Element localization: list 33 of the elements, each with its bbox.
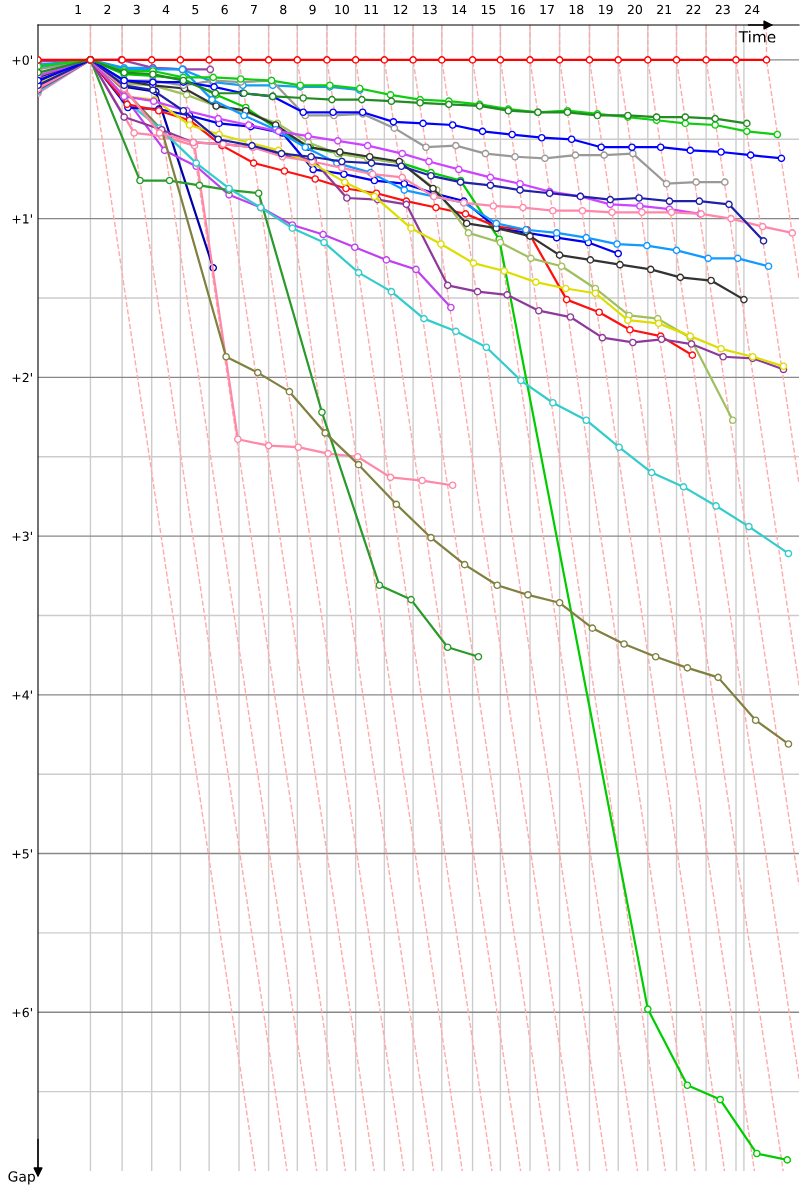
y-tick-label: +1' [12,214,32,224]
x-tick-label: 8 [280,4,287,15]
x-tick-label: 18 [569,4,584,15]
x-tick-label: 21 [657,4,671,15]
x-tick-label: 4 [162,4,170,15]
x-tick-label: 10 [335,4,349,15]
y-tick-label: +2' [12,372,32,383]
y-tick-label: +3' [12,531,32,542]
x-tick-label: 5 [192,4,199,15]
x-tick-label: 17 [540,4,554,15]
x-tick-label: 2 [104,4,111,15]
x-tick-label: 6 [221,4,228,15]
x-tick-label: 12 [393,4,408,15]
x-tick-label: 9 [309,4,316,15]
x-tick-label: 23 [715,4,730,15]
x-tick-label: 20 [627,4,643,15]
y-tick-label: +4' [12,690,32,700]
x-tick-label: 24 [745,4,760,15]
x-tick-label: 7 [251,4,257,15]
x-tick-label: 22 [686,4,701,15]
y-tick-label: +5' [12,849,32,859]
x-tick-label: 3 [133,4,140,15]
x-tick-label: 1 [75,4,81,15]
x-tick-label: 15 [481,4,496,15]
y-tick-label: +0' [12,55,32,65]
x-tick-label: 14 [452,4,467,15]
x-tick-label: 11 [364,4,378,15]
y-axis-title: Gap [8,1171,35,1185]
x-tick-label: 16 [511,4,525,15]
x-tick-label: 13 [423,4,437,15]
y-tick-label: +6' [12,1007,32,1018]
x-axis-title: Time [738,30,776,43]
x-tick-label: 19 [599,4,613,15]
